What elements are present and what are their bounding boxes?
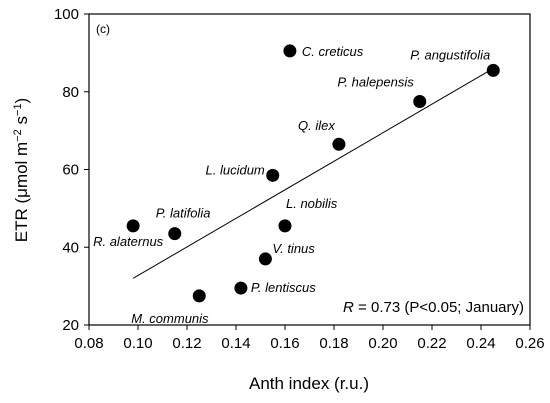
y-tick-label: 40 (62, 239, 79, 256)
y-axis-ticks: 20 40 60 80 100 (54, 6, 89, 334)
y-axis-label: ETR (μmol m−2 s−1) (12, 98, 31, 242)
point-label: P. lentiscus (251, 280, 316, 295)
point-label: P. angustifolia (410, 47, 490, 62)
data-point (283, 44, 297, 58)
y-tick-label: 80 (62, 84, 79, 101)
data-point (332, 137, 346, 151)
x-tick-label: 0.26 (515, 335, 544, 352)
point-label: P. halepensis (337, 74, 414, 89)
x-tick-label: 0.12 (172, 335, 201, 352)
point-label: V. tinus (272, 241, 315, 256)
x-tick-label: 0.22 (417, 335, 446, 352)
x-tick-label: 0.08 (74, 335, 103, 352)
y-tick-label: 100 (54, 6, 79, 23)
x-axis-label: Anth index (r.u.) (249, 374, 369, 393)
data-point (168, 227, 182, 241)
point-label: L. nobilis (286, 196, 338, 211)
point-label: L. lucidum (206, 162, 265, 177)
panel-label: (c) (96, 22, 110, 36)
point-label: Q. ilex (298, 118, 335, 133)
point-label: C. creticus (302, 44, 364, 59)
x-tick-label: 0.16 (270, 335, 299, 352)
data-point (486, 63, 500, 77)
data-point (266, 168, 280, 182)
point-label: M. communis (131, 311, 209, 326)
correlation-stat: R = 0.73 (P<0.05; January) (343, 299, 524, 316)
data-point (234, 281, 248, 295)
data-point (413, 94, 427, 108)
y-tick-label: 20 (62, 317, 79, 334)
x-tick-label: 0.10 (123, 335, 152, 352)
point-label: R. alaternus (93, 234, 164, 249)
data-point (278, 219, 292, 233)
regression-line (132, 67, 494, 279)
x-tick-label: 0.20 (368, 335, 397, 352)
point-labels: C. creticus P. angustifolia P. halepensis Q… (93, 44, 490, 326)
data-point (126, 219, 140, 233)
x-tick-label: 0.24 (466, 335, 495, 352)
x-tick-label: 0.18 (319, 335, 348, 352)
point-label: P. latifolia (156, 206, 211, 221)
x-tick-label: 0.14 (221, 335, 250, 352)
data-point (258, 252, 272, 266)
data-point (192, 289, 206, 303)
data-points (126, 44, 500, 303)
y-tick-label: 60 (62, 162, 79, 179)
x-axis-ticks: 0.08 0.10 0.12 0.14 0.16 0.18 0.20 0.22 0.24 0.26 (74, 325, 545, 352)
